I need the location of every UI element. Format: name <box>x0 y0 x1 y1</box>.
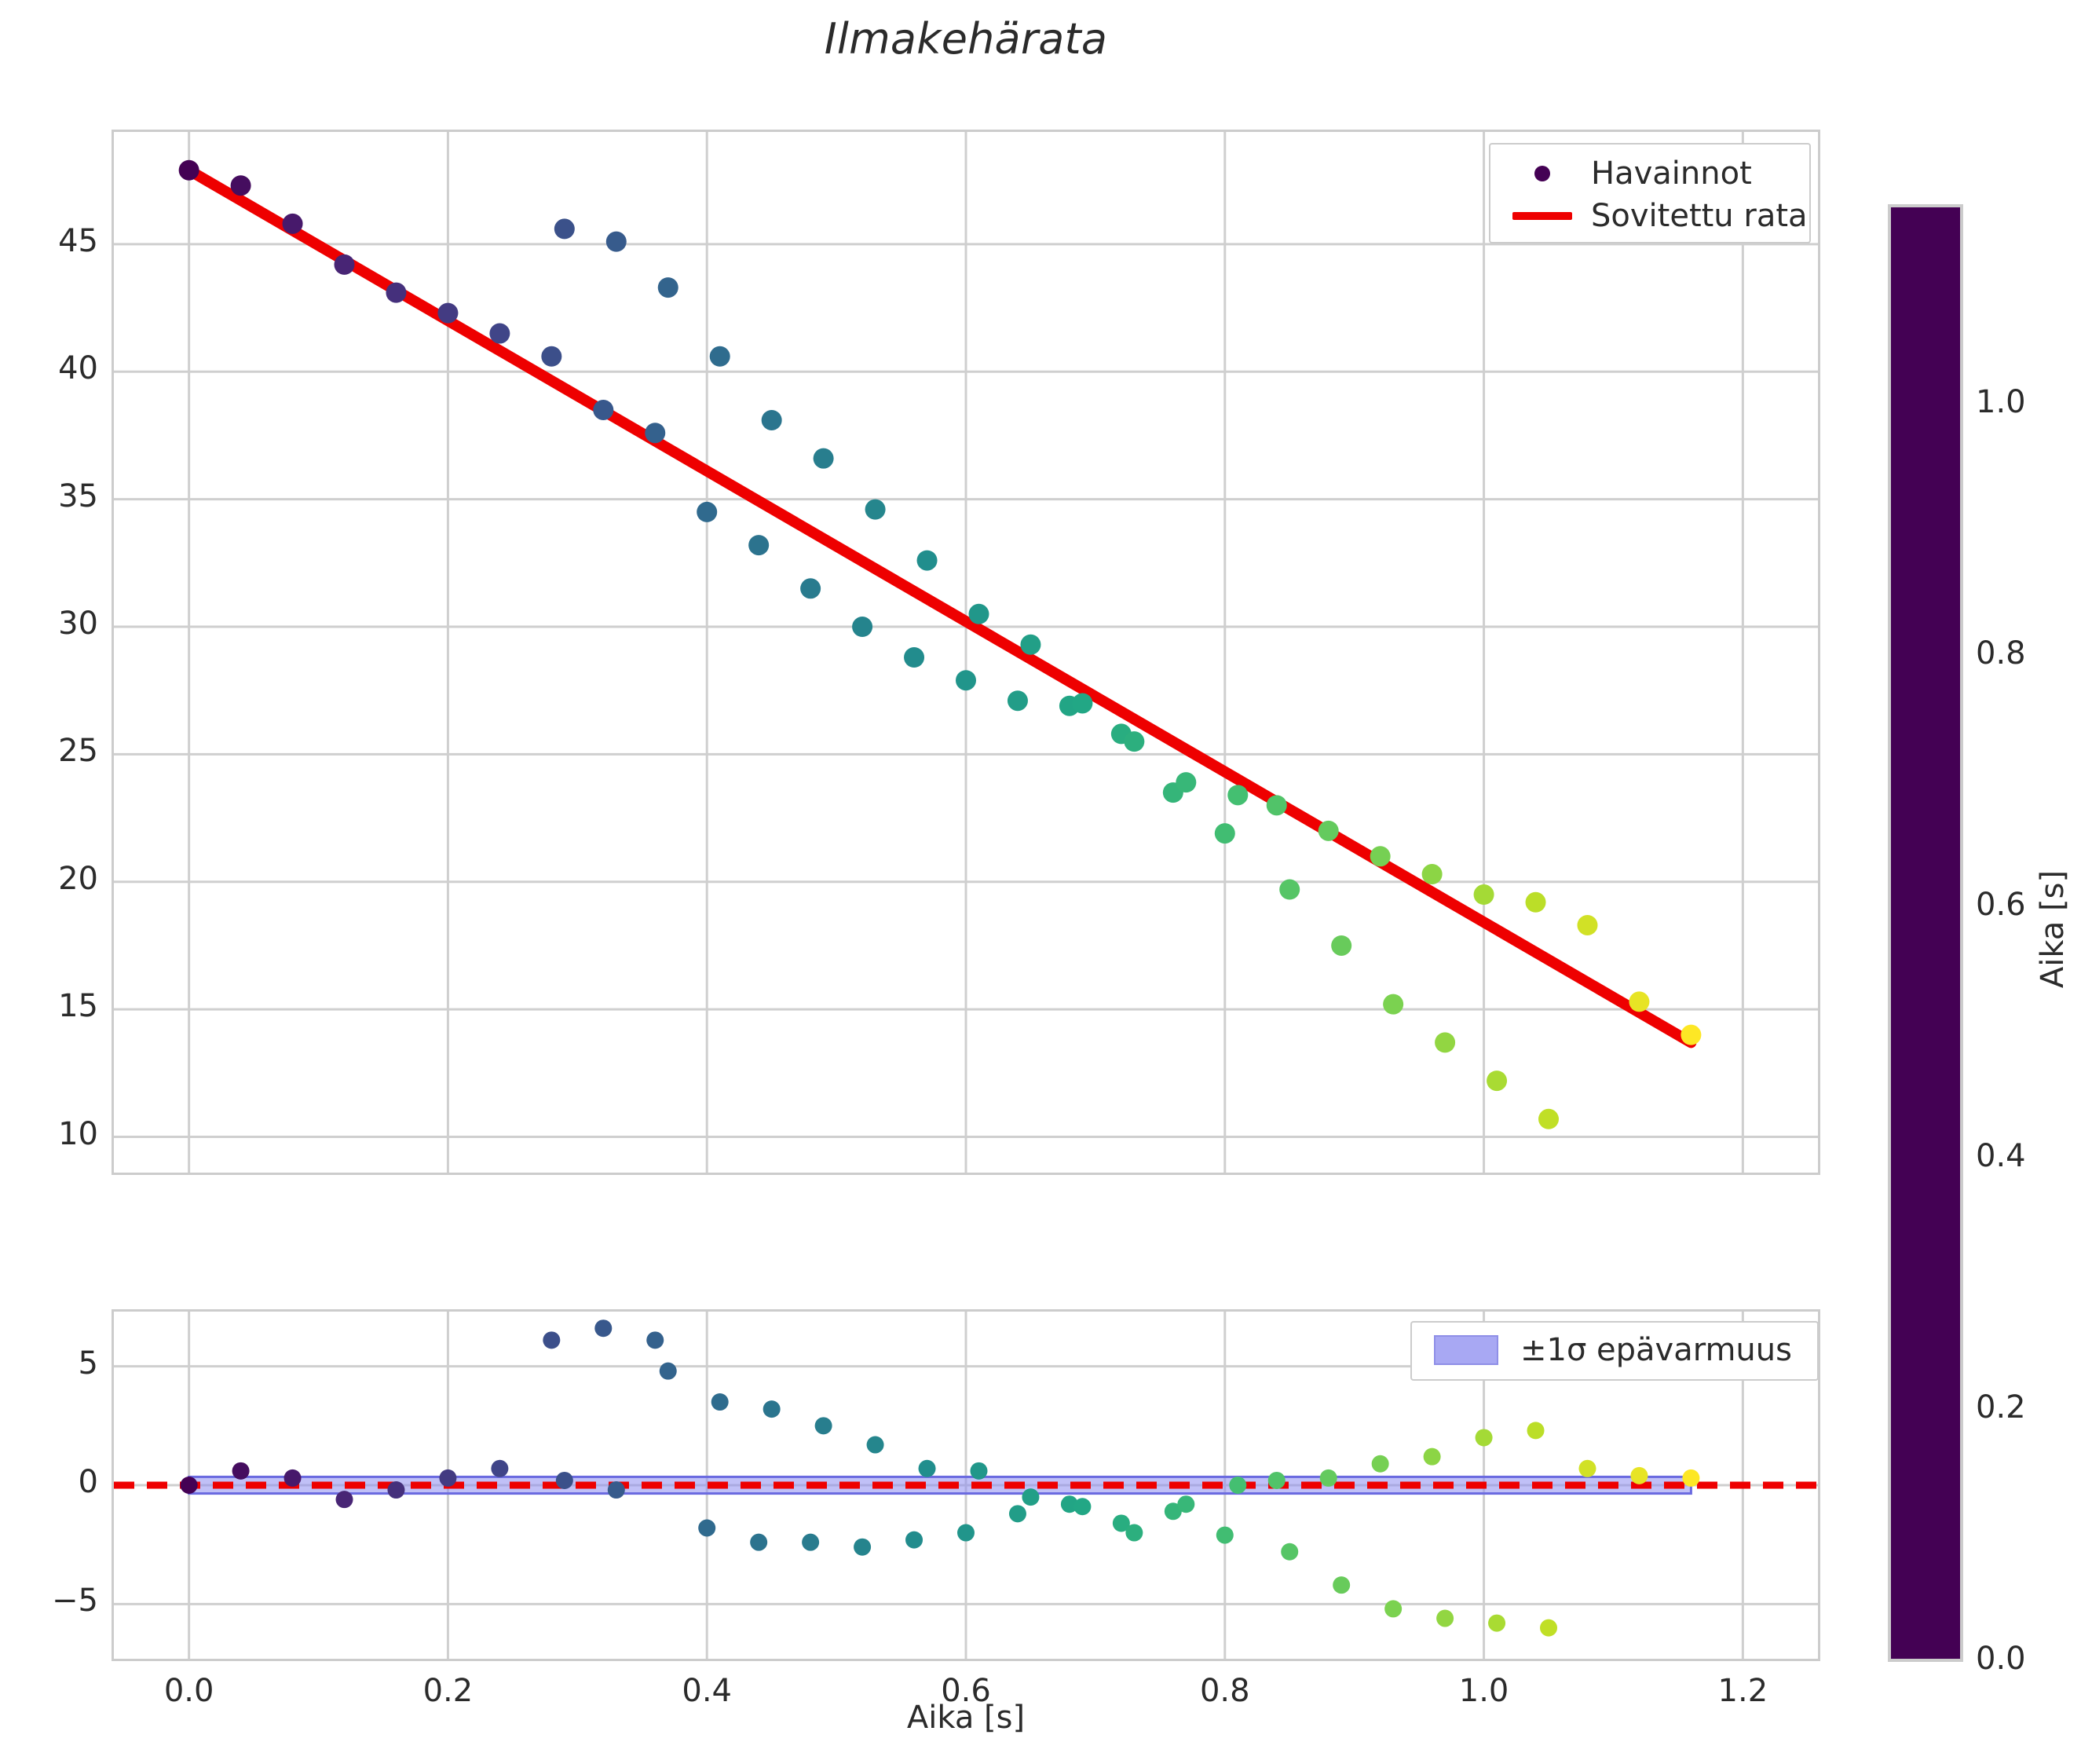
line-marker-icon <box>1505 212 1580 220</box>
x-tick: 0.0 <box>163 1673 214 1709</box>
residual-legend: ±1σ epävarmuus <box>1410 1321 1819 1381</box>
legend-item-sovitettu-rata[interactable]: Sovitettu rata <box>1505 195 1808 237</box>
residual-y-tick: −5 <box>52 1583 98 1619</box>
main-plot-canvas <box>114 132 1818 1173</box>
x-tick: 1.0 <box>1458 1673 1509 1709</box>
colorbar-label: Aika [s] <box>2035 869 2071 989</box>
residual-y-tick: 0 <box>78 1464 98 1500</box>
main-y-tick: 30 <box>58 606 98 642</box>
colorbar-tick: 0.0 <box>1976 1641 2026 1677</box>
colorbar-gradient <box>1891 207 1960 1659</box>
legend-item-havainnot[interactable]: Havainnot <box>1505 152 1795 195</box>
x-tick: 1.2 <box>1717 1673 1768 1709</box>
main-plot-panel <box>112 130 1820 1175</box>
main-y-tick: 10 <box>58 1115 98 1152</box>
x-tick: 0.2 <box>422 1673 474 1709</box>
main-y-tick: 20 <box>58 860 98 897</box>
x-tick: 0.6 <box>941 1673 991 1709</box>
main-y-tick: 40 <box>58 350 98 387</box>
main-y-tick: 15 <box>58 988 98 1025</box>
legend-label-sigma-band: ±1σ epävarmuus <box>1520 1332 1792 1368</box>
legend-item-sigma-band[interactable]: ±1σ epävarmuus <box>1423 1327 1806 1373</box>
main-legend: Havainnot Sovitettu rata <box>1489 143 1811 243</box>
colorbar-tick: 1.0 <box>1976 384 2026 420</box>
main-y-tick: 45 <box>58 222 98 259</box>
colorbar-tick: 0.2 <box>1976 1389 2026 1425</box>
x-tick: 0.8 <box>1199 1673 1250 1709</box>
x-axis-label: Aika [s] <box>906 1700 1026 1736</box>
residual-plot-canvas <box>114 1312 1818 1659</box>
main-y-tick: 35 <box>58 478 98 514</box>
residual-y-tick: 5 <box>78 1345 98 1382</box>
main-y-tick: 25 <box>58 733 98 770</box>
colorbar-tick: 0.8 <box>1976 635 2026 672</box>
scatter-marker-icon <box>1505 166 1580 181</box>
colorbar-tick: 0.4 <box>1976 1138 2026 1174</box>
band-patch-icon <box>1423 1335 1509 1365</box>
legend-label-sovitettu-rata: Sovitettu rata <box>1591 198 1808 234</box>
figure-title: Ilmakehärata <box>824 14 1108 64</box>
legend-label-havainnot: Havainnot <box>1591 156 1752 192</box>
x-tick: 0.4 <box>682 1673 733 1709</box>
colorbar <box>1888 204 1963 1662</box>
colorbar-tick: 0.6 <box>1976 887 2026 923</box>
